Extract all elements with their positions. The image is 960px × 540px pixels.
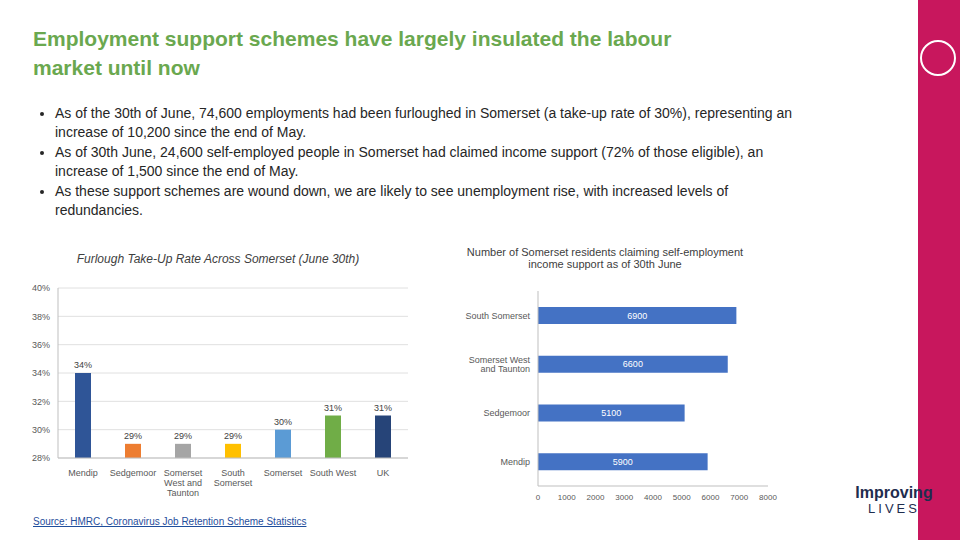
svg-text:7000: 7000 — [730, 493, 748, 502]
svg-text:3000: 3000 — [615, 493, 633, 502]
svg-text:40%: 40% — [32, 283, 50, 293]
svg-text:29%: 29% — [224, 431, 242, 441]
svg-text:Sedgemoor: Sedgemoor — [483, 408, 530, 418]
html-text:Number of Somerset residents c: Number of Somerset residents claiming se… — [466, 246, 744, 270]
html-text:As these support schemes are w: As these support schemes are wound down,… — [55, 183, 729, 218]
svg-text:Somerset: Somerset — [264, 468, 303, 478]
svg-text:South West: South West — [310, 468, 357, 478]
svg-text:Somerset Westand Taunton: Somerset Westand Taunton — [469, 355, 531, 374]
svg-text:SouthSomerset: SouthSomerset — [214, 468, 253, 488]
svg-text:5000: 5000 — [673, 493, 691, 502]
svg-text:29%: 29% — [174, 431, 192, 441]
html-text:As of 30th June, 24,600 self-e: As of 30th June, 24,600 self-employed pe… — [55, 144, 764, 179]
svg-text:UK: UK — [377, 468, 390, 478]
svg-text:29%: 29% — [124, 431, 142, 441]
svg-text:31%: 31% — [324, 403, 342, 413]
svg-text:0: 0 — [536, 493, 541, 502]
svg-text:Mendip: Mendip — [500, 457, 530, 467]
svg-text:36%: 36% — [32, 340, 50, 350]
svg-text:30%: 30% — [274, 417, 292, 427]
svg-text:31%: 31% — [374, 403, 392, 413]
svg-text:6900: 6900 — [627, 311, 647, 321]
svg-text:6000: 6000 — [702, 493, 720, 502]
svg-text:34%: 34% — [32, 368, 50, 378]
html-text:Furlough Take-Up Rate Across S: Furlough Take-Up Rate Across Somerset (J… — [76, 252, 360, 266]
svg-text:30%: 30% — [32, 425, 50, 435]
svg-text:Mendip: Mendip — [68, 468, 98, 478]
html-text:Improving: Improving — [855, 484, 933, 501]
svg-text:SomersetWest andTaunton: SomersetWest andTaunton — [164, 468, 203, 498]
svg-text:4000: 4000 — [644, 493, 662, 502]
svg-text:6600: 6600 — [623, 359, 643, 369]
svg-text:2000: 2000 — [587, 493, 605, 502]
html-text:LIVES: LIVES — [868, 501, 920, 516]
svg-text:32%: 32% — [32, 397, 50, 407]
svg-text:5900: 5900 — [613, 457, 633, 467]
html-text:As of the 30th of June, 74,600: As of the 30th of June, 74,600 employmen… — [55, 105, 792, 140]
svg-text:Sedgemoor: Sedgemoor — [110, 468, 157, 478]
svg-text:1000: 1000 — [558, 493, 576, 502]
html-text:Employment support schemes hav: Employment support schemes have largely … — [33, 27, 672, 79]
svg-text:38%: 38% — [32, 312, 50, 322]
svg-text:South Somerset: South Somerset — [465, 311, 530, 321]
svg-text:8000: 8000 — [759, 493, 777, 502]
svg-text:5100: 5100 — [601, 408, 621, 418]
svg-text:34%: 34% — [74, 360, 92, 370]
svg-text:28%: 28% — [32, 453, 50, 463]
html-text:Source: HMRC, Coronavirus Job: Source: HMRC, Coronavirus Job Retention … — [33, 516, 307, 527]
